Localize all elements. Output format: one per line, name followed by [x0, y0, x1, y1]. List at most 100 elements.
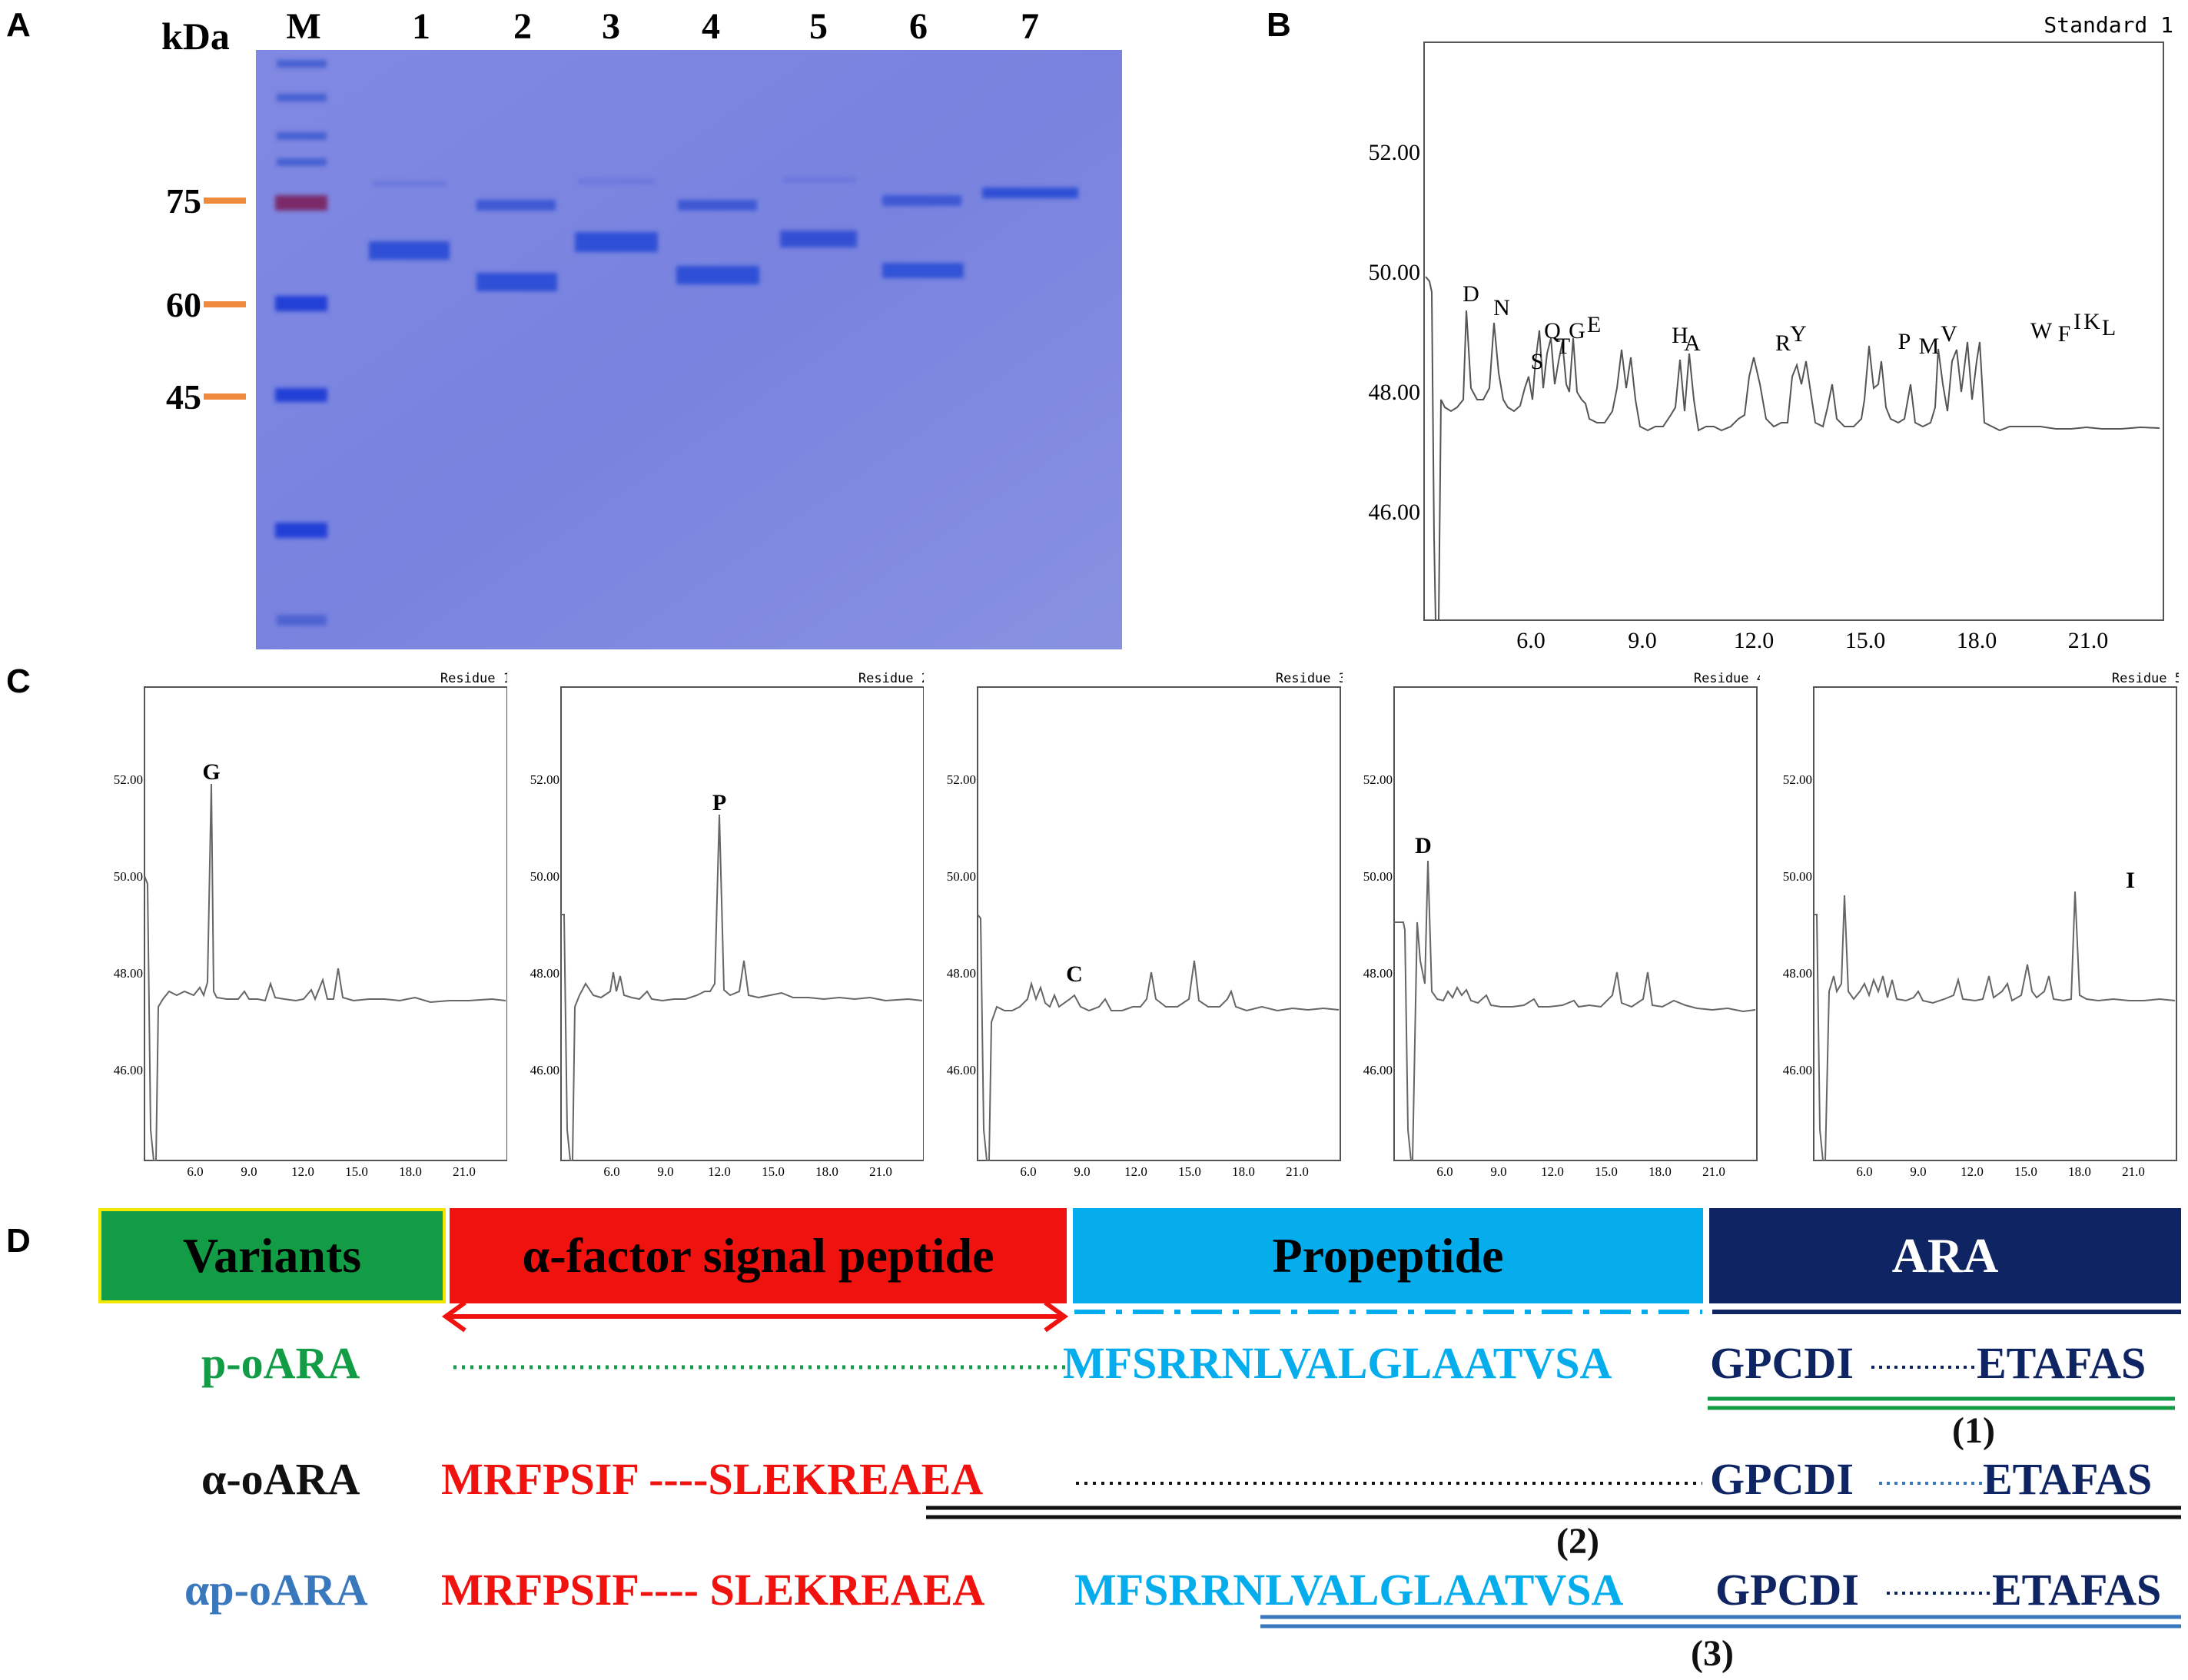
header-variants: Variants [98, 1208, 446, 1303]
svg-text:9.0: 9.0 [1490, 1164, 1506, 1179]
svg-text:9.0: 9.0 [1910, 1164, 1926, 1179]
residue-chromatogram-5: Residue 5 52.00 50.00 48.00 46.00 6.0 9.… [1783, 671, 2179, 1179]
construct-note-1: (1) [1952, 1410, 1995, 1451]
svg-text:21.0: 21.0 [453, 1164, 476, 1179]
ap-oara-ara-start: GPCDI [1715, 1565, 1859, 1615]
ap-oara-propeptide-seq: MFSRRNLVALGLAATVSA [1074, 1565, 1624, 1615]
svg-text:46.00: 46.00 [1369, 500, 1421, 525]
svg-text:48.00: 48.00 [530, 966, 559, 981]
svg-text:6.0: 6.0 [603, 1164, 619, 1179]
svg-text:52.00: 52.00 [947, 772, 976, 787]
svg-text:50.00: 50.00 [530, 869, 559, 884]
svg-text:50.00: 50.00 [1369, 260, 1421, 285]
svg-text:21.0: 21.0 [869, 1164, 892, 1179]
svg-text:48.00: 48.00 [1783, 966, 1812, 981]
svg-text:S: S [1531, 349, 1544, 374]
svg-text:46.00: 46.00 [1363, 1063, 1393, 1077]
panel-label-c: C [6, 662, 31, 700]
svg-text:W: W [2030, 318, 2053, 344]
svg-text:52.00: 52.00 [1363, 772, 1393, 787]
residue-peak-label: I [2126, 868, 2135, 893]
standard-trace [1425, 276, 2160, 621]
header-propeptide: Propeptide [1073, 1208, 1703, 1303]
residue-peak-label: G [202, 759, 220, 785]
svg-text:12.0: 12.0 [1541, 1164, 1564, 1179]
svg-text:P: P [1898, 329, 1911, 354]
svg-text:52.00: 52.00 [1783, 772, 1812, 787]
ap-oara-signal-seq: MRFPSIF---- SLEKREAEA [441, 1565, 985, 1615]
svg-text:6.0: 6.0 [1436, 1164, 1453, 1179]
gel-background [256, 50, 1122, 649]
p-oara-propeptide-seq: MFSRRNLVALGLAATVSA [1063, 1338, 1612, 1388]
svg-text:12.0: 12.0 [1734, 628, 1775, 653]
svg-text:K: K [2083, 309, 2100, 334]
lane-label: 5 [809, 6, 828, 47]
svg-text:G: G [1569, 318, 1585, 344]
marker-label-75: 75 [166, 181, 201, 221]
svg-text:6.0: 6.0 [1516, 628, 1546, 653]
standard-peak-labels: D N S Q T G E H A R Y P M V W F I K L [1463, 281, 2116, 374]
svg-text:52.00: 52.00 [530, 772, 559, 787]
svg-text:6.0: 6.0 [1856, 1164, 1872, 1179]
svg-text:I: I [2073, 309, 2081, 334]
svg-text:15.0: 15.0 [1595, 1164, 1618, 1179]
variant-name-alpha-oara: α-oARA [201, 1454, 360, 1504]
svg-text:6.0: 6.0 [1020, 1164, 1036, 1179]
residue-title: Residue 1 [440, 671, 507, 686]
scheme-lines [441, 1300, 2181, 1629]
panel-label-b: B [1267, 6, 1291, 44]
lane-label: 1 [412, 6, 430, 47]
sample-bands [369, 177, 1078, 291]
svg-text:46.00: 46.00 [947, 1063, 976, 1077]
standard-chromatogram: Standard 1 52.00 50.00 48.00 46.00 6.0 9… [1369, 12, 2174, 653]
alpha-oara-signal-seq: MRFPSIF ----SLEKREAEA [441, 1454, 984, 1504]
lane-label: 4 [702, 6, 720, 47]
svg-text:F: F [2058, 321, 2071, 347]
svg-text:21.0: 21.0 [2122, 1164, 2145, 1179]
svg-text:H: H [1672, 323, 1688, 348]
residue-title: Residue 2 [858, 671, 924, 686]
marker-ticks [204, 198, 246, 400]
svg-text:50.00: 50.00 [947, 869, 976, 884]
standard-title: Standard 1 [2044, 12, 2173, 38]
svg-text:Q: Q [1544, 318, 1561, 344]
gel-unit-label: kDa [161, 15, 230, 58]
svg-text:48.00: 48.00 [1369, 380, 1421, 405]
svg-text:15.0: 15.0 [2014, 1164, 2037, 1179]
svg-text:50.00: 50.00 [114, 869, 143, 884]
residue-peak-label: C [1066, 961, 1083, 987]
residue-title: Residue 5 [2112, 671, 2179, 686]
svg-text:15.0: 15.0 [1845, 628, 1886, 653]
svg-text:46.00: 46.00 [1783, 1063, 1812, 1077]
residue-chromatogram-1: Residue 1 52.00 50.00 48.00 46.00 6.0 9.… [114, 671, 507, 1179]
p-oara-ara-start: GPCDI [1710, 1338, 1854, 1388]
marker-lane [275, 60, 327, 626]
svg-text:9.0: 9.0 [1628, 628, 1657, 653]
svg-text:D: D [1463, 281, 1479, 307]
signal-arrow [441, 1300, 1069, 1333]
residue-peak-label: D [1415, 833, 1432, 858]
residue-peak-label: P [712, 790, 726, 815]
lane-label: 2 [513, 6, 532, 47]
marker-label-60: 60 [166, 285, 201, 324]
standard-y-ticks: 52.00 50.00 48.00 46.00 [1369, 140, 1421, 525]
ap-oara-ara-end: ETAFAS [1992, 1565, 2162, 1615]
svg-text:48.00: 48.00 [114, 966, 143, 981]
svg-text:50.00: 50.00 [1363, 869, 1393, 884]
svg-text:21.0: 21.0 [1702, 1164, 1725, 1179]
residue-title: Residue 4 [1694, 671, 1760, 686]
svg-text:52.00: 52.00 [1369, 140, 1421, 165]
svg-text:12.0: 12.0 [291, 1164, 314, 1179]
header-signal-peptide: α-factor signal peptide [450, 1208, 1067, 1303]
svg-text:A: A [1684, 330, 1701, 356]
svg-text:12.0: 12.0 [1961, 1164, 1984, 1179]
svg-text:18.0: 18.0 [1957, 628, 1997, 653]
svg-text:9.0: 9.0 [657, 1164, 673, 1179]
panel-label-a: A [6, 6, 31, 44]
lane-label: 6 [909, 6, 928, 47]
svg-text:18.0: 18.0 [2068, 1164, 2091, 1179]
construct-note-2: (2) [1556, 1521, 1599, 1562]
svg-text:52.00: 52.00 [114, 772, 143, 787]
alpha-oara-ara-start: GPCDI [1710, 1454, 1854, 1504]
svg-text:6.0: 6.0 [187, 1164, 203, 1179]
